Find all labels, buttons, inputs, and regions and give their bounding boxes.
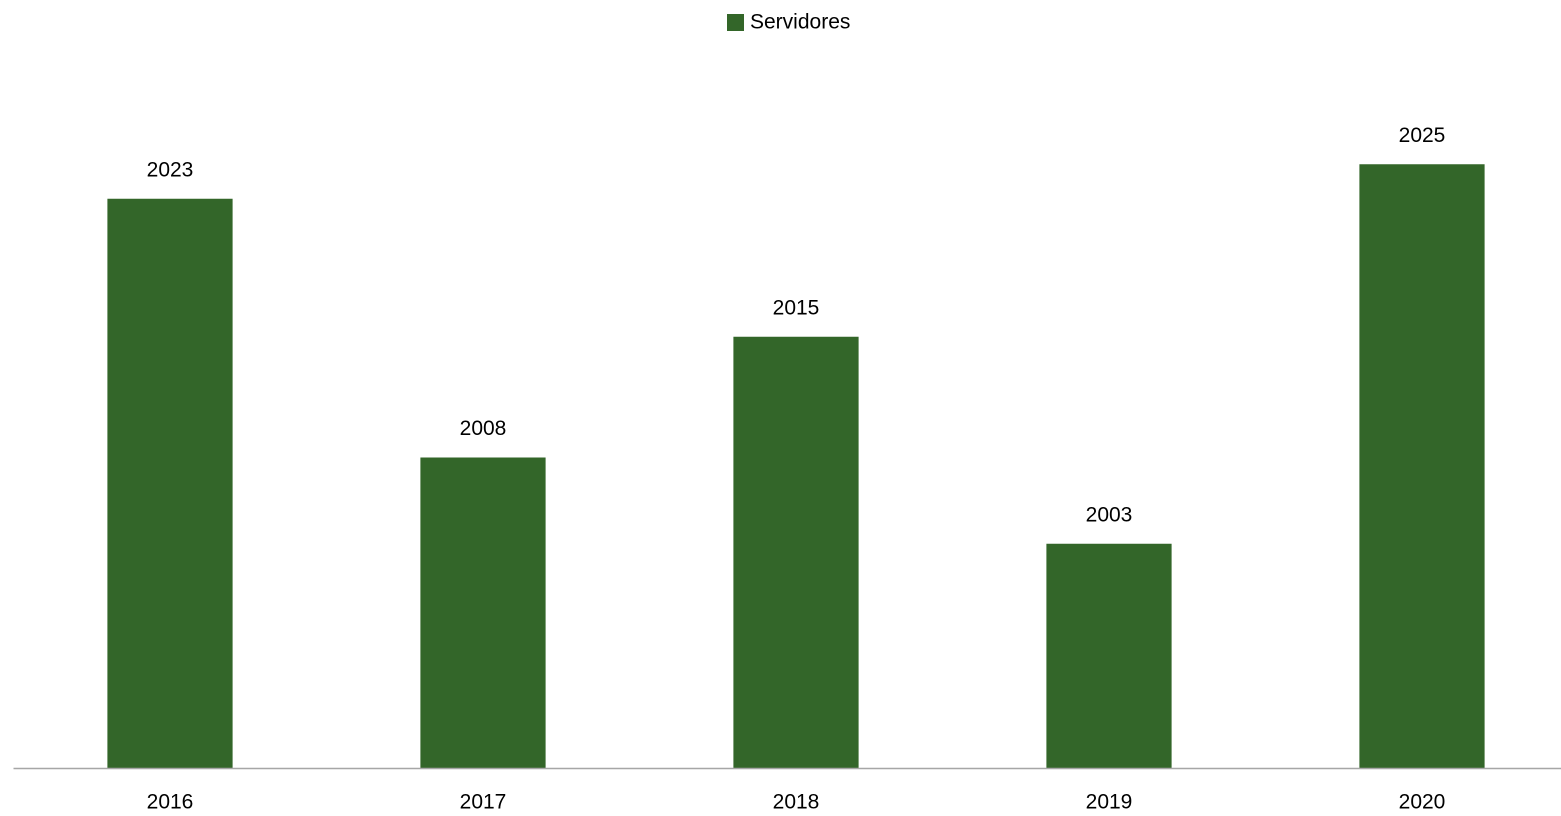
data-label: 2008: [460, 417, 507, 440]
bar: [1359, 164, 1485, 768]
legend-label: Servidores: [750, 11, 850, 34]
bar: [107, 198, 233, 768]
bar: [1046, 543, 1172, 768]
data-label: 2015: [773, 296, 820, 319]
x-tick-label: 2020: [1399, 791, 1446, 814]
data-label: 2025: [1399, 124, 1446, 147]
legend-swatch: [727, 14, 744, 31]
data-label: 2003: [1086, 503, 1133, 526]
x-tick-label: 2016: [147, 791, 194, 814]
x-tick-label: 2019: [1086, 791, 1133, 814]
bar: [420, 457, 546, 768]
x-tick-label: 2017: [460, 791, 507, 814]
x-tick-label: 2018: [773, 791, 820, 814]
data-label: 2023: [147, 158, 194, 181]
bar: [733, 336, 859, 768]
